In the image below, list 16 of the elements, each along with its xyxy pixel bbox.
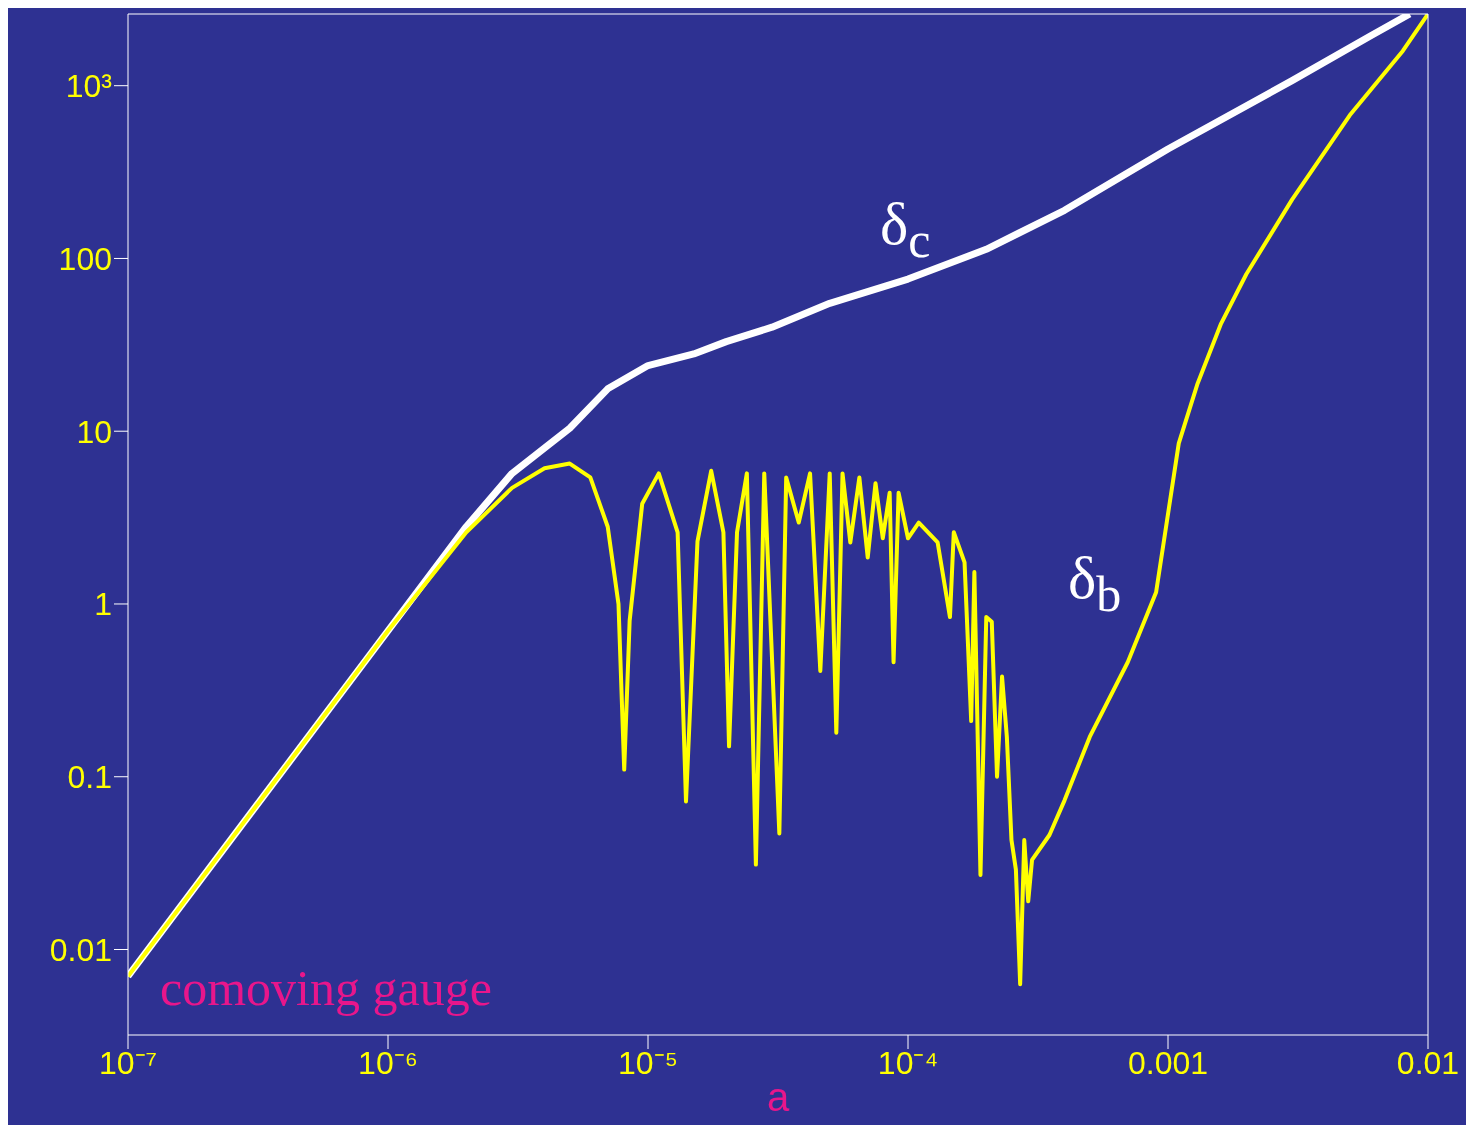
y-tick-label: 100 [58, 240, 112, 277]
y-tick-label: 0.1 [67, 759, 112, 796]
x-tick-label: 10⁻⁶ [358, 1044, 418, 1081]
x-axis-title: a [766, 1075, 790, 1119]
annotation: comoving gauge [160, 960, 492, 1016]
y-tick-label: 10³ [65, 68, 113, 105]
annotation: δ$_{b}$ [1068, 545, 1122, 622]
y-tick-label: 10 [76, 413, 112, 450]
y-tick-label: 0.01 [49, 931, 112, 968]
y-tick-label: 1 [94, 586, 112, 623]
x-tick-label: 10⁻⁷ [98, 1044, 158, 1081]
x-tick-label: 10⁻⁴ [877, 1044, 939, 1081]
x-tick-label: 0.01 [1396, 1044, 1460, 1081]
annotation: δ$_{c}$ [880, 191, 931, 268]
x-tick-label: 10⁻⁵ [618, 1044, 678, 1081]
x-tick-label: 0.001 [1127, 1044, 1209, 1081]
